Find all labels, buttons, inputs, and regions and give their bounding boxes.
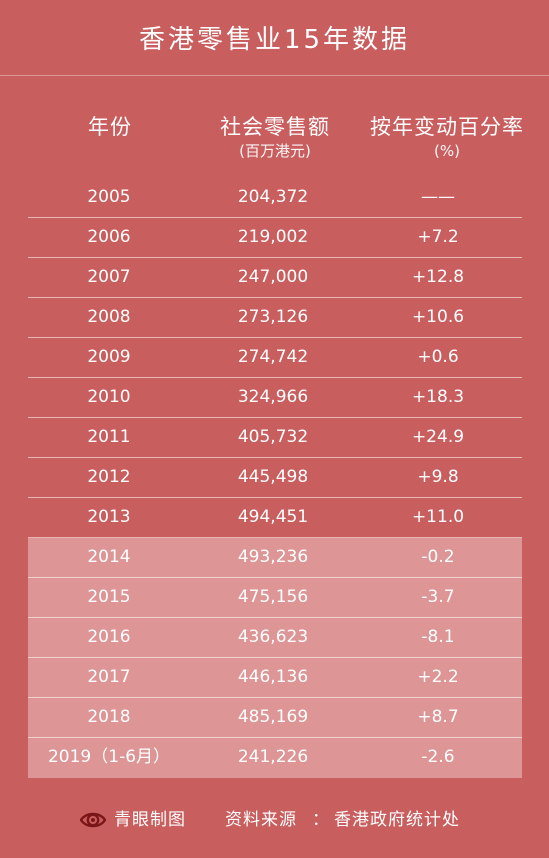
cell-year: 2017 (87, 667, 131, 687)
cell-year: 2013 (87, 507, 131, 527)
footer: 青眼制图 资料来源 ： 香港政府统计处 (0, 800, 549, 840)
cell-pct: +12.8 (411, 267, 465, 287)
cell-pct: +10.6 (411, 307, 465, 327)
cell-pct: -2.6 (421, 747, 455, 767)
cell-pct: +2.2 (417, 667, 459, 687)
cell-pct: +7.2 (417, 227, 459, 247)
cell-year: 2018 (87, 707, 131, 727)
cell-sales: 241,226 (237, 747, 309, 767)
column-header-pct: 按年变动百分率 (%) (352, 113, 542, 161)
cell-year: 2007 (87, 267, 131, 287)
source-value: 香港政府统计处 (334, 810, 460, 830)
cell-pct: +9.8 (417, 467, 459, 487)
cell-year: 2006 (87, 227, 131, 247)
table-row: 2019（1-6月） 241,226 -2.6 (28, 738, 522, 778)
cell-pct: -0.2 (421, 547, 455, 567)
column-header-sales: 社会零售额 (百万港元) (200, 113, 350, 161)
table-row: 2015 475,156 -3.7 (28, 578, 522, 618)
cell-sales: 324,966 (237, 387, 309, 407)
cell-sales: 273,126 (237, 307, 309, 327)
column-header-sales-unit: (百万港元) (239, 142, 311, 160)
cell-sales: 204,372 (237, 187, 309, 207)
cell-pct: +24.9 (411, 427, 465, 447)
table-row: 2012 445,498 +9.8 (28, 458, 522, 498)
cell-sales: 493,236 (237, 547, 309, 567)
cell-pct: +8.7 (417, 707, 459, 727)
cell-year: 2009 (87, 347, 131, 367)
cell-sales: 436,623 (237, 627, 309, 647)
column-header-year-label: 年份 (88, 115, 132, 139)
source-separator: ： (312, 810, 329, 830)
cell-year: 2014 (87, 547, 131, 567)
table-row: 2013 494,451 +11.0 (28, 498, 522, 538)
cell-pct: +0.6 (417, 347, 459, 367)
cell-sales: 274,742 (237, 347, 309, 367)
cell-sales: 219,002 (237, 227, 309, 247)
cell-sales: 485,169 (237, 707, 309, 727)
cell-sales: 405,732 (237, 427, 309, 447)
cell-pct: +18.3 (411, 387, 465, 407)
column-header-year: 年份 (60, 113, 160, 141)
table-row: 2008 273,126 +10.6 (28, 298, 522, 338)
cell-sales: 247,000 (237, 267, 309, 287)
cell-pct: -8.1 (421, 627, 455, 647)
brand-name: 青眼制图 (114, 810, 186, 830)
table-row: 2005 204,372 —— (28, 178, 522, 218)
table-row: 2011 405,732 +24.9 (28, 418, 522, 458)
cell-year: 2019（1-6月） (47, 747, 171, 767)
cell-sales: 494,451 (237, 507, 309, 527)
column-header-pct-unit: (%) (434, 142, 460, 160)
eye-logo-icon (80, 812, 106, 828)
cell-year: 2012 (87, 467, 131, 487)
cell-sales: 446,136 (237, 667, 309, 687)
cell-pct: —— (421, 187, 455, 207)
cell-pct: -3.7 (421, 587, 455, 607)
cell-sales: 475,156 (237, 587, 309, 607)
table-row: 2014 493,236 -0.2 (28, 538, 522, 578)
data-table: 2005 204,372 —— 2006 219,002 +7.2 2007 247,000 +… (28, 178, 522, 778)
table-row: 2016 436,623 -8.1 (28, 618, 522, 658)
source-label: 资料来源 (225, 810, 297, 830)
table-row: 2017 446,136 +2.2 (28, 658, 522, 698)
cell-sales: 445,498 (237, 467, 309, 487)
table-row: 2010 324,966 +18.3 (28, 378, 522, 418)
cell-year: 2010 (87, 387, 131, 407)
cell-year: 2016 (87, 627, 131, 647)
cell-year: 2011 (87, 427, 131, 447)
table-row: 2006 219,002 +7.2 (28, 218, 522, 258)
table-row: 2009 274,742 +0.6 (28, 338, 522, 378)
cell-pct: +11.0 (411, 507, 465, 527)
table-row: 2007 247,000 +12.8 (28, 258, 522, 298)
cell-year: 2005 (87, 187, 131, 207)
column-header-sales-label: 社会零售额 (220, 115, 330, 139)
cell-year: 2008 (87, 307, 131, 327)
table-row: 2018 485,169 +8.7 (28, 698, 522, 738)
column-header-pct-label: 按年变动百分率 (370, 115, 524, 139)
cell-year: 2015 (87, 587, 131, 607)
chart-title: 香港零售业15年数据 (0, 0, 549, 76)
